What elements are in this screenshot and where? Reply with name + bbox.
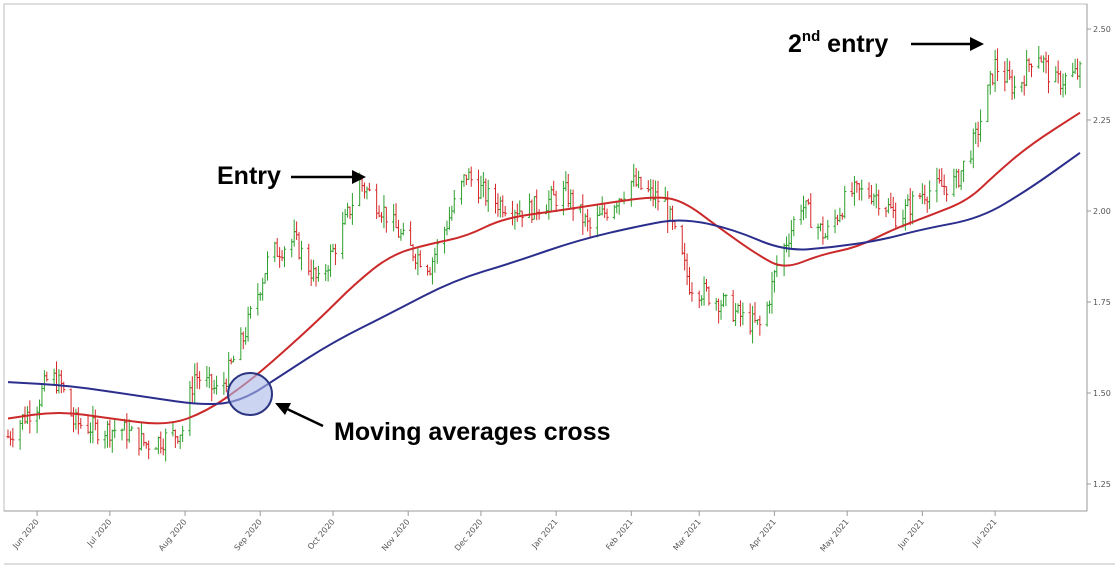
ohlc-bar xyxy=(198,371,202,390)
ohlc-bar xyxy=(1063,72,1068,95)
ohlc-bar xyxy=(520,210,524,228)
ohlc-bar xyxy=(384,206,388,233)
annotation-second-entry-arrow-head xyxy=(970,37,984,51)
ohlc-bar xyxy=(724,294,728,307)
annotation-second-entry: 2nd entry xyxy=(788,28,984,58)
ohlc-bar xyxy=(418,250,422,268)
ohlc-bar xyxy=(639,176,643,191)
ohlc-bar xyxy=(843,185,847,219)
y-tick-label: 2.25 xyxy=(1093,116,1111,125)
ohlc-bar xyxy=(707,286,711,306)
ohlc-bar xyxy=(316,265,321,282)
ohlc-bar xyxy=(452,189,456,214)
ohlc-bar xyxy=(96,419,100,445)
y-tick-label: 1.50 xyxy=(1093,389,1111,398)
y-axis-ticks: 2.50 2.25 2.00 1.75 1.50 1.25 xyxy=(1087,25,1111,489)
ohlc-bar xyxy=(486,179,490,212)
ohlc-bar xyxy=(350,193,354,225)
ohlc-bar xyxy=(164,428,168,462)
ohlc-bar xyxy=(978,109,983,142)
cross-highlight-ellipse xyxy=(227,372,273,416)
ohlc-bar xyxy=(181,425,185,443)
ohlc-bar xyxy=(928,180,932,210)
ohlc-bar xyxy=(299,240,304,271)
ohlc-bar xyxy=(130,425,134,431)
ohlc-bar xyxy=(265,251,270,281)
annotation-ma-cross-text: Moving averages cross xyxy=(334,418,611,446)
ohlc-bar xyxy=(758,315,762,336)
ohlc-bar xyxy=(690,282,694,302)
annotation-entry-text: Entry xyxy=(217,162,281,190)
ohlc-bar xyxy=(45,371,49,382)
ohlc-bar xyxy=(231,355,236,363)
ohlc-bar xyxy=(656,180,660,211)
annotation-second-entry-text: 2nd entry xyxy=(788,28,888,58)
y-tick-label: 2.00 xyxy=(1093,207,1111,216)
ohlc-bar xyxy=(995,48,1000,82)
ohlc-bar xyxy=(1046,55,1051,94)
ohlc-bar xyxy=(741,302,745,326)
ohlc-bar xyxy=(605,208,609,221)
ohlc-bar xyxy=(1078,61,1082,89)
ohlc-bar xyxy=(333,243,338,266)
annotation-entry-arrow-head xyxy=(352,170,366,184)
y-tick-label: 1.75 xyxy=(1093,298,1111,307)
y-tick-label: 2.50 xyxy=(1093,25,1111,34)
ohlc-bar xyxy=(214,375,219,395)
y-tick-label: 1.25 xyxy=(1093,480,1111,489)
slow-moving-average-line xyxy=(7,151,1081,406)
ohlc-bar xyxy=(860,179,864,201)
ohlc-bar xyxy=(1029,63,1034,78)
ohlc-bar xyxy=(113,419,117,439)
moving-average-lines xyxy=(7,111,1081,425)
fast-moving-average-line xyxy=(7,111,1081,425)
ohlc-bar xyxy=(792,216,796,237)
ohlc-bar xyxy=(503,206,507,217)
ohlc-bar xyxy=(282,246,287,268)
ohlc-bar xyxy=(367,182,371,192)
ohlc-bar xyxy=(11,428,15,448)
ohlc-bar xyxy=(911,191,915,225)
annotation-ma-cross-arrow-shaft xyxy=(284,406,324,428)
ohlc-bar xyxy=(961,160,966,183)
ohlc-bar xyxy=(554,190,558,212)
ohlc-bar xyxy=(147,440,151,460)
ohlc-bar xyxy=(401,222,405,236)
ohlc-bar xyxy=(826,220,830,240)
ohlc-bar xyxy=(79,418,83,429)
ohlc-bar xyxy=(28,400,32,434)
ohlc-bar xyxy=(469,166,473,187)
ohlc-bar xyxy=(877,189,881,216)
annotation-ma-cross-arrow-head xyxy=(275,403,291,415)
ohlc-bar xyxy=(248,306,253,319)
ohlc-bar xyxy=(809,193,813,228)
annotation-entry: Entry xyxy=(217,162,366,190)
ohlc-bar xyxy=(62,381,66,393)
ohlc-bar xyxy=(588,217,592,239)
annotation-ma-cross: Moving averages cross xyxy=(275,403,611,446)
ohlc-bar xyxy=(1012,75,1017,99)
ohlc-bar xyxy=(945,186,949,202)
ohlc-bar xyxy=(894,202,898,228)
